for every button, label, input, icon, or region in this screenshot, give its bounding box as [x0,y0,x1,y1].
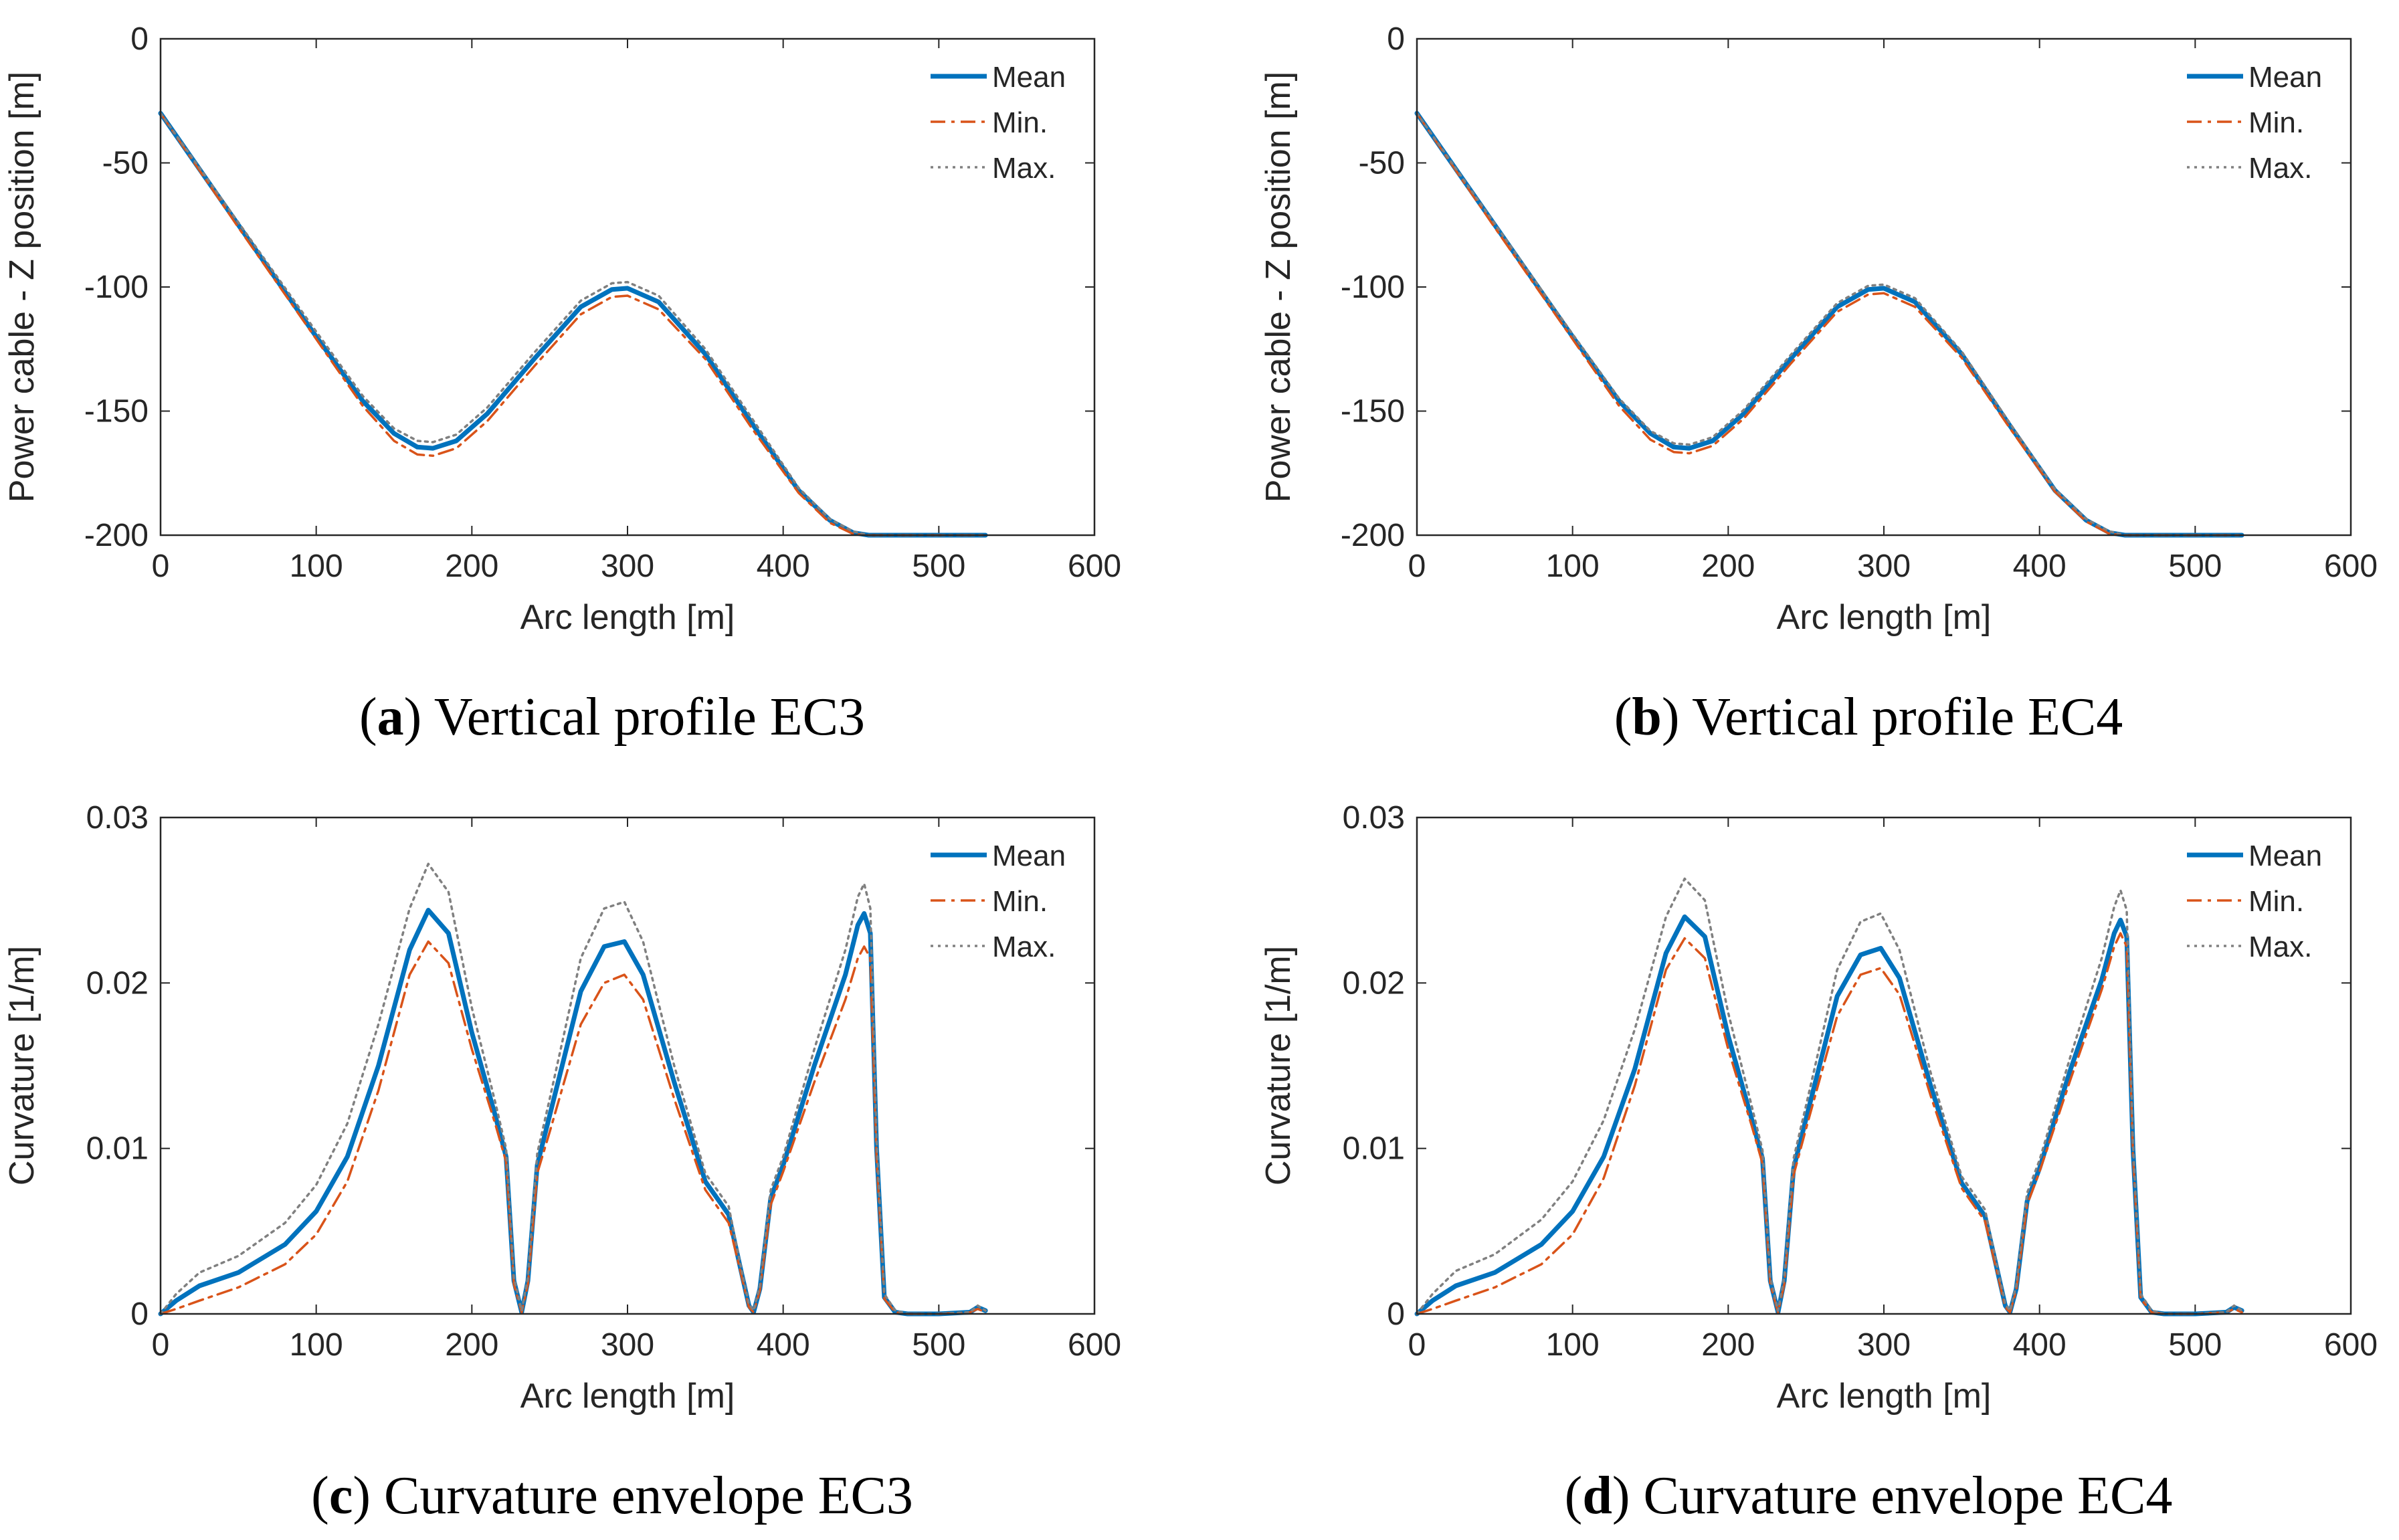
legend-entry: Max. [992,152,1056,185]
y-tick-label: -200 [84,518,149,553]
x-tick-label: 100 [290,549,343,584]
panel-caption: (d) Curvature envelope EC4 [1565,1466,2173,1525]
y-axis-label: Power cable - Z position [m] [1259,72,1298,502]
x-tick-label: 200 [1701,1327,1755,1363]
y-tick-label: -50 [1359,146,1405,181]
y-tick-label: -150 [84,394,149,429]
axes-box [1416,816,2352,1315]
y-tick-label: 0.03 [1343,800,1405,836]
legend-entry: Min. [992,885,1048,918]
y-tick-label: -100 [1341,270,1405,305]
legend-entry: Max. [2248,931,2312,963]
x-tick-label: 0 [1408,549,1426,584]
caption-text: Vertical profile EC4 [1692,688,2123,747]
legend-entry: Mean [992,61,1066,94]
x-tick-label: 500 [912,549,965,584]
x-tick-label: 200 [1701,549,1755,584]
legend-entry: Min. [2248,885,2304,918]
x-tick-label: 400 [2013,549,2067,584]
x-tick-label: 500 [2168,549,2222,584]
legend-entry: Mean [992,840,1066,872]
y-tick-label: 0 [130,1296,149,1332]
y-tick-label: 0 [130,21,149,57]
legend-entry: Mean [2248,61,2322,94]
y-axis-label: Power cable - Z position [m] [3,72,41,502]
y-tick-label: -50 [102,146,149,181]
x-tick-label: 0 [152,549,170,584]
y-tick-label: -150 [1341,394,1405,429]
x-tick-label: 600 [2324,549,2378,584]
caption-letter: c [329,1466,353,1525]
chart-panel-d: 0 100 200 300 400 500 600 0 0.01 0.02 0.03 Arc leng… [1259,800,2378,1525]
x-tick-label: 300 [1857,549,1911,584]
chart-panel-c: 0 100 200 300 400 500 600 0 0.01 0.02 0.03 Arc leng… [3,800,1121,1525]
y-tick-label: 0.01 [1343,1131,1405,1167]
caption-text: Vertical profile EC3 [434,688,865,747]
series-line-max [159,112,987,537]
caption-letter: d [1582,1466,1612,1525]
x-tick-label: 200 [445,1327,498,1363]
x-tick-label: 400 [757,1327,810,1363]
panel-caption: (b) Vertical profile EC4 [1614,688,2123,747]
y-tick-label: 0 [1387,21,1405,57]
series-line-max [1416,877,2243,1315]
caption-text: Curvature envelope EC4 [1643,1466,2172,1525]
y-tick-label: 0.02 [1343,965,1405,1001]
x-axis-label: Arc length [m] [1777,598,1992,637]
chart-panel-b: 0 100 200 300 400 500 600 -200 -150 -100 -50 0 Arc l… [1259,21,2378,747]
x-tick-label: 100 [1546,1327,1600,1363]
y-tick-label: -100 [84,270,149,305]
axes-box [159,816,1096,1315]
legend-entry: Mean [2248,840,2322,872]
y-tick-label: 0 [1387,1296,1405,1332]
y-tick-label: 0.02 [86,965,149,1001]
x-tick-label: 0 [152,1327,170,1363]
x-tick-label: 100 [290,1327,343,1363]
y-tick-label: 0.03 [86,800,149,836]
caption-letter: a [377,688,404,747]
y-axis-label: Curvature [1/m] [3,946,41,1185]
x-axis-label: Arc length [m] [1777,1377,1992,1416]
series-line-max [159,862,987,1315]
series-line-max [1416,112,2243,537]
legend-entry: Min. [992,106,1048,139]
x-tick-label: 400 [757,549,810,584]
y-tick-label: 0.01 [86,1131,149,1167]
panel-caption: (c) Curvature envelope EC3 [311,1466,913,1525]
chart-panel-a: 0 100 200 300 400 500 600 -200 -150 -100 -50 0 Arc l… [3,21,1121,747]
x-tick-label: 600 [1068,549,1121,584]
x-tick-label: 500 [912,1327,965,1363]
y-tick-label: -200 [1341,518,1405,553]
x-tick-label: 600 [1068,1327,1121,1363]
x-tick-label: 300 [601,549,654,584]
x-tick-label: 600 [2324,1327,2378,1363]
panel-caption: (a) Vertical profile EC3 [359,688,865,747]
x-axis-label: Arc length [m] [520,598,735,637]
x-tick-label: 0 [1408,1327,1426,1363]
caption-text: Curvature envelope EC3 [384,1466,913,1525]
x-axis-label: Arc length [m] [520,1377,735,1416]
legend-entry: Max. [992,931,1056,963]
plot-area [161,817,1094,1314]
legend-entry: Min. [2248,106,2304,139]
y-axis-label: Curvature [1/m] [1259,946,1298,1185]
series-line-min [1416,112,2243,537]
x-tick-label: 300 [1857,1327,1911,1363]
x-tick-label: 300 [601,1327,654,1363]
axes-box [1416,37,2352,537]
x-tick-label: 100 [1546,549,1600,584]
x-tick-label: 400 [2013,1327,2067,1363]
plot-area [1417,817,2351,1314]
x-tick-label: 500 [2168,1327,2222,1363]
axes-box [159,37,1096,537]
caption-letter: b [1632,688,1662,747]
legend-entry: Max. [2248,152,2312,185]
x-tick-label: 200 [445,549,498,584]
series-line-min [159,112,987,537]
